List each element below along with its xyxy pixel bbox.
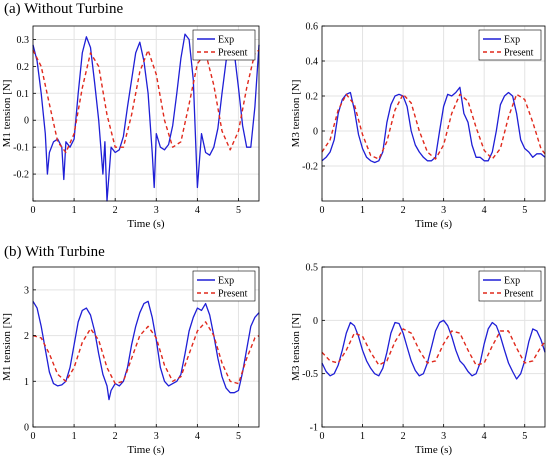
x-tick-label: 1 xyxy=(360,205,365,216)
legend-label-present: Present xyxy=(218,48,248,59)
x-axis-label: Time (s) xyxy=(415,218,453,230)
x-tick-label: 4 xyxy=(195,205,200,216)
chart-m3-without: 0 1 2 3 4 5 -0.2 0 0.2 0.4 0.6 Time (s) M3 tension [… xyxy=(290,22,546,230)
y-axis-label: M1 tension [N] xyxy=(1,313,13,381)
section-label-with-turbine: (b) With Turbine xyxy=(4,244,105,260)
x-axis-label: Time (s) xyxy=(415,444,453,456)
x-tick-label: 1 xyxy=(72,431,77,442)
x-tick-label: 4 xyxy=(195,431,200,442)
legend-label-exp: Exp xyxy=(504,276,520,287)
y-tick-label: -0.5 xyxy=(302,369,318,380)
x-tick-label: 0 xyxy=(31,431,36,442)
y-tick-label: 0.5 xyxy=(306,263,319,274)
x-tick-label: 0 xyxy=(31,205,36,216)
legend-box xyxy=(192,29,256,61)
series-line-exp xyxy=(32,33,260,202)
x-tick-label: 5 xyxy=(236,205,241,216)
y-tick-label: 0.3 xyxy=(17,35,30,46)
y-tick-label: 1 xyxy=(24,377,29,388)
series-line-exp xyxy=(32,300,260,401)
y-tick-label: 0 xyxy=(313,127,318,138)
x-axis-label: Time (s) xyxy=(127,218,165,230)
y-tick-label: 0.1 xyxy=(17,89,30,100)
y-tick-label: 2 xyxy=(24,331,29,342)
y-tick-label: 0 xyxy=(313,316,318,327)
legend-label-present: Present xyxy=(504,289,534,300)
x-axis-label: Time (s) xyxy=(127,444,165,456)
x-tick-label: 1 xyxy=(360,431,365,442)
axes-frame xyxy=(321,25,546,202)
series-line-present xyxy=(321,93,546,160)
series-line-exp xyxy=(321,86,546,164)
legend-label-present: Present xyxy=(504,48,534,59)
y-tick-label: 0 xyxy=(24,423,29,434)
y-tick-label: 0.6 xyxy=(306,22,319,33)
x-tick-label: 2 xyxy=(113,205,118,216)
axes-frame xyxy=(321,266,546,428)
legend: Exp Present xyxy=(192,270,256,302)
legend-box xyxy=(478,29,542,61)
y-tick-label: 0.2 xyxy=(17,62,30,73)
x-tick-label: 3 xyxy=(154,431,159,442)
y-tick-label: 0.4 xyxy=(306,57,319,68)
y-tick-label: -0.1 xyxy=(13,143,29,154)
y-tick-label: -0.2 xyxy=(13,170,29,181)
chart-m3-with: 0 1 2 3 4 5 -1 -0.5 0 0.5 Time (s) M3 tension [N] Ex… xyxy=(290,263,546,456)
y-tick-label: 0.2 xyxy=(306,92,319,103)
legend-label-exp: Exp xyxy=(504,35,520,46)
x-tick-label: 0 xyxy=(320,205,325,216)
x-tick-label: 2 xyxy=(401,431,406,442)
series-line-present xyxy=(321,328,546,366)
x-tick-label: 5 xyxy=(522,431,527,442)
y-axis-label: M3 tension [N] xyxy=(290,80,302,148)
x-tick-label: 2 xyxy=(401,205,406,216)
legend-label-exp: Exp xyxy=(218,35,234,46)
legend: Exp Present xyxy=(478,29,542,61)
legend: Exp Present xyxy=(478,270,542,302)
axes-frame xyxy=(32,25,260,202)
x-tick-label: 1 xyxy=(72,205,77,216)
x-tick-label: 3 xyxy=(154,205,159,216)
series-line-present xyxy=(32,321,260,385)
x-tick-label: 3 xyxy=(441,431,446,442)
axes-frame xyxy=(32,266,260,428)
y-tick-label: -0.2 xyxy=(302,162,318,173)
section-label-without-turbine: (a) Without Turbine xyxy=(4,1,124,17)
x-tick-label: 3 xyxy=(441,205,446,216)
series-line-present xyxy=(32,49,260,154)
legend-label-exp: Exp xyxy=(218,276,234,287)
y-tick-label: 3 xyxy=(24,285,29,296)
x-tick-label: 0 xyxy=(320,431,325,442)
x-tick-label: 2 xyxy=(113,431,118,442)
chart-m1-with: 0 1 2 3 4 5 0 1 2 3 Time (s) M1 tension [N] Exp Prese… xyxy=(1,266,260,456)
x-tick-label: 5 xyxy=(236,431,241,442)
y-tick-label: 0 xyxy=(24,116,29,127)
y-axis-label: M1 tension [N] xyxy=(1,80,13,148)
y-axis-label: M3 tension [N] xyxy=(290,313,302,381)
series-line-exp xyxy=(321,319,546,380)
legend-box xyxy=(478,270,542,302)
y-tick-label: -1 xyxy=(310,423,318,434)
legend: Exp Present xyxy=(192,29,256,61)
x-tick-label: 4 xyxy=(482,431,487,442)
x-tick-label: 4 xyxy=(482,205,487,216)
x-tick-label: 5 xyxy=(522,205,527,216)
chart-m1-without: 0 1 2 3 4 5 -0.2 -0.1 0 0.1 0.2 0.3 Time (s) M1 tensi… xyxy=(1,25,260,230)
legend-box xyxy=(192,270,256,302)
legend-label-present: Present xyxy=(218,289,248,300)
